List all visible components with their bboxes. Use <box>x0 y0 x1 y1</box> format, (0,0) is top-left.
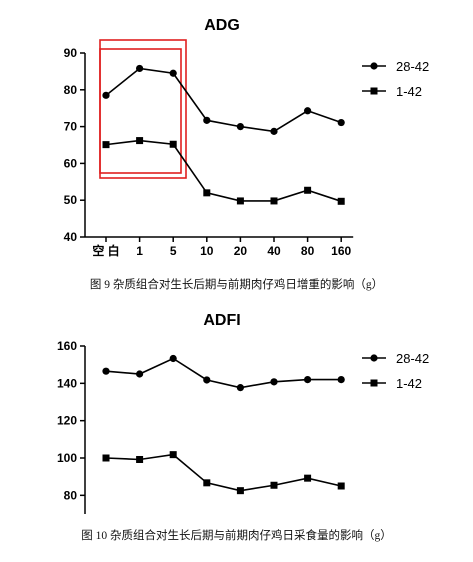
data-point-square <box>337 482 345 490</box>
x-tick-label: 10 <box>200 244 214 258</box>
highlight-box <box>99 48 182 174</box>
series-line-28-42 <box>105 67 342 133</box>
data-point-square <box>304 186 312 194</box>
data-point-circle <box>136 370 144 378</box>
data-point-circle <box>337 118 345 127</box>
data-point-circle <box>169 69 177 77</box>
data-point-circle <box>203 116 211 124</box>
data-point-square <box>337 197 345 205</box>
series-line-1-42 <box>105 139 342 203</box>
y-tick-label: 80 <box>64 488 78 502</box>
y-tick-label: 90 <box>64 46 78 60</box>
data-point-circle <box>236 123 244 131</box>
data-point-square <box>236 197 244 205</box>
y-tick-label: 120 <box>57 414 77 428</box>
data-point-square <box>203 189 211 197</box>
x-tick-label: 1 <box>136 244 143 258</box>
data-point-square <box>136 137 144 145</box>
data-point-circle <box>236 384 244 392</box>
data-point-circle <box>136 64 144 73</box>
x-tick-label: 160 <box>331 244 351 258</box>
data-point-circle <box>203 376 211 384</box>
data-point-circle <box>169 354 177 363</box>
y-tick-label: 70 <box>64 120 78 134</box>
figure-10-caption: 图 10 杂质组合对生长后期与前期肉仔鸡日采食量的影响（g） <box>81 530 392 542</box>
data-point-square <box>270 197 278 205</box>
chart-title: ADFI <box>203 312 240 329</box>
y-tick-label: 160 <box>57 339 77 353</box>
adg-chart: ADG 40 50 60 70 80 90 空 白 1 5 10 20 40 80 160 28-42 1-42 <box>64 17 430 258</box>
x-tick-label: 40 <box>267 244 281 258</box>
legend-marker-circle <box>370 354 378 362</box>
legend-label: 1-42 <box>396 84 422 99</box>
data-point-square <box>102 454 110 462</box>
legend-marker-square <box>370 87 378 95</box>
x-tick-label: 80 <box>301 244 315 258</box>
chart-title: ADG <box>204 17 240 34</box>
data-point-circle <box>304 107 312 115</box>
highlight-box <box>99 39 187 179</box>
legend-label: 28-42 <box>396 59 429 74</box>
data-point-circle <box>270 378 278 386</box>
data-point-circle <box>102 91 110 99</box>
x-tick-label: 5 <box>170 244 177 258</box>
y-tick-label: 40 <box>64 230 78 244</box>
data-point-square <box>236 487 244 495</box>
y-tick-label: 100 <box>57 451 77 465</box>
y-tick-label: 140 <box>57 376 77 390</box>
y-tick-label: 80 <box>64 83 78 97</box>
figure-9-caption: 图 9 杂质组合对生长后期与前期肉仔鸡日增重的影响（g） <box>89 279 384 291</box>
data-point-circle <box>337 376 345 384</box>
series-line-28-42 <box>105 357 342 389</box>
legend-marker-square <box>370 379 378 387</box>
x-tick-label: 20 <box>234 244 248 258</box>
data-point-square <box>203 479 211 487</box>
adfi-chart: ADFI 80 100 120 140 160 28-42 1-42 <box>57 312 429 514</box>
data-point-square <box>136 455 144 463</box>
legend-label: 1-42 <box>396 376 422 391</box>
data-point-square <box>304 474 312 482</box>
y-tick-label: 60 <box>64 156 78 170</box>
data-point-square <box>169 140 177 148</box>
data-point-square <box>270 481 278 489</box>
legend-label: 28-42 <box>396 351 429 366</box>
data-point-square <box>102 141 110 149</box>
legend-marker-circle <box>370 62 378 70</box>
data-point-square <box>169 451 177 459</box>
data-point-circle <box>270 127 278 135</box>
data-point-circle <box>304 376 312 384</box>
data-point-circle <box>102 367 110 375</box>
x-tick-label: 空 白 <box>92 243 119 258</box>
y-tick-label: 50 <box>64 193 78 207</box>
series-line-1-42 <box>105 453 342 492</box>
